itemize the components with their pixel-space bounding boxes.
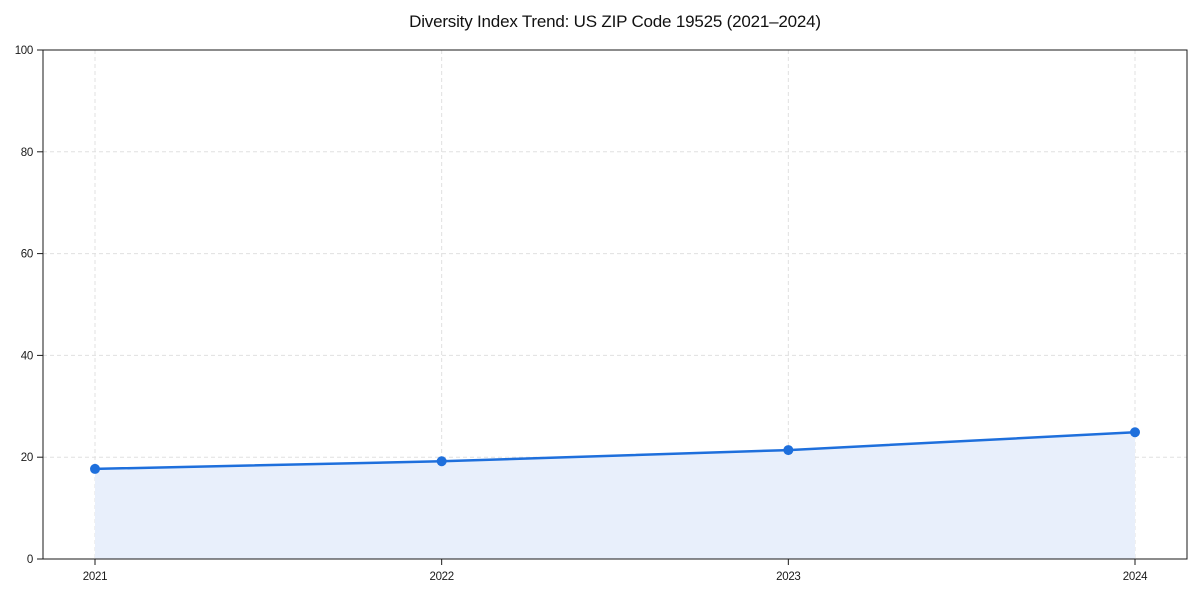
y-axis-tick-label: 100 xyxy=(15,45,33,57)
x-axis-tick-label: 2022 xyxy=(429,571,453,583)
data-point-2021 xyxy=(90,463,100,474)
y-axis-tick-label: 40 xyxy=(21,350,33,362)
y-axis-tick-label: 20 xyxy=(21,452,33,464)
area-fill xyxy=(95,432,1135,559)
chart-title: Diversity Index Trend: US ZIP Code 19525… xyxy=(409,12,821,31)
trend-line xyxy=(93,431,1137,471)
data-point-2024 xyxy=(1130,427,1140,438)
plot-border xyxy=(42,49,1188,560)
y-axis-tick-label: 60 xyxy=(21,249,33,261)
x-axis-tick-label: 2024 xyxy=(1123,571,1148,583)
x-axis-tick-label: 2023 xyxy=(776,571,800,583)
y-axis-tick-label: 80 xyxy=(21,147,33,159)
x-axis-tick-label: 2021 xyxy=(83,571,107,583)
data-point-2022 xyxy=(436,456,447,467)
y-axis-tick-label: 0 xyxy=(27,554,33,566)
data-point-2023 xyxy=(783,445,794,456)
